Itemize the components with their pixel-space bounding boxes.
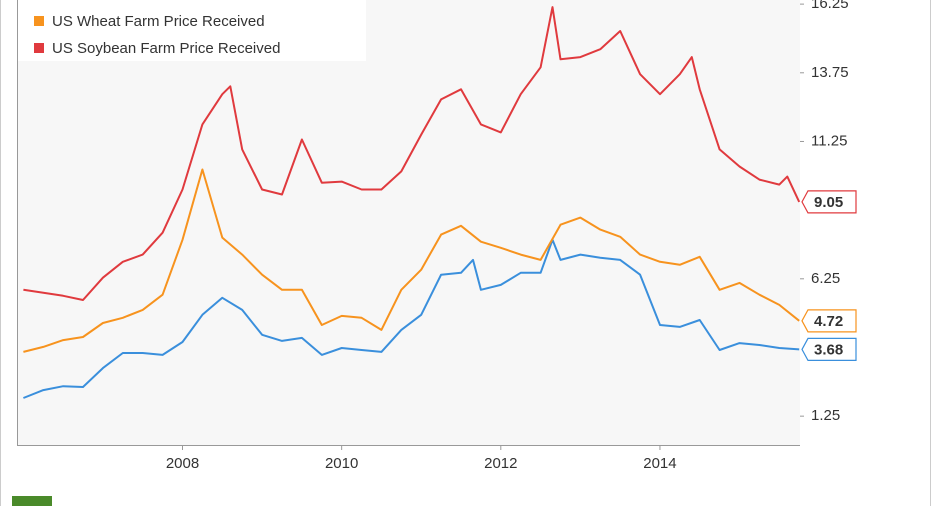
end-label: 4.72 (814, 313, 843, 330)
end-label: 9.05 (814, 194, 843, 211)
legend-label: US Soybean Farm Price Received (52, 40, 280, 57)
end-label-box (801, 309, 857, 333)
series-line (23, 238, 800, 399)
y-tick-label: 6.25 (811, 270, 840, 287)
end-label-box (801, 190, 857, 214)
logo (12, 496, 52, 506)
legend-swatch (34, 16, 44, 26)
series-line (23, 168, 800, 353)
x-tick-label: 2012 (484, 455, 517, 472)
x-tick-label: 2010 (325, 455, 358, 472)
y-tick-label: 11.25 (811, 132, 847, 149)
legend-label: US Corn Farm Price Received (52, 0, 254, 3)
legend-swatch (34, 43, 44, 53)
y-tick-label: 13.75 (811, 64, 849, 81)
y-tick-label: 16.25 (811, 0, 849, 12)
legend-box (18, 0, 366, 61)
y-tick-label: 1.25 (811, 407, 840, 424)
end-label: 3.68 (814, 341, 843, 358)
x-tick-label: 2014 (643, 455, 676, 472)
legend-label: US Wheat Farm Price Received (52, 13, 265, 30)
x-tick-label: 2008 (166, 455, 199, 472)
series-line (23, 6, 801, 301)
plot-area (17, 0, 800, 445)
end-label-box (801, 337, 857, 362)
